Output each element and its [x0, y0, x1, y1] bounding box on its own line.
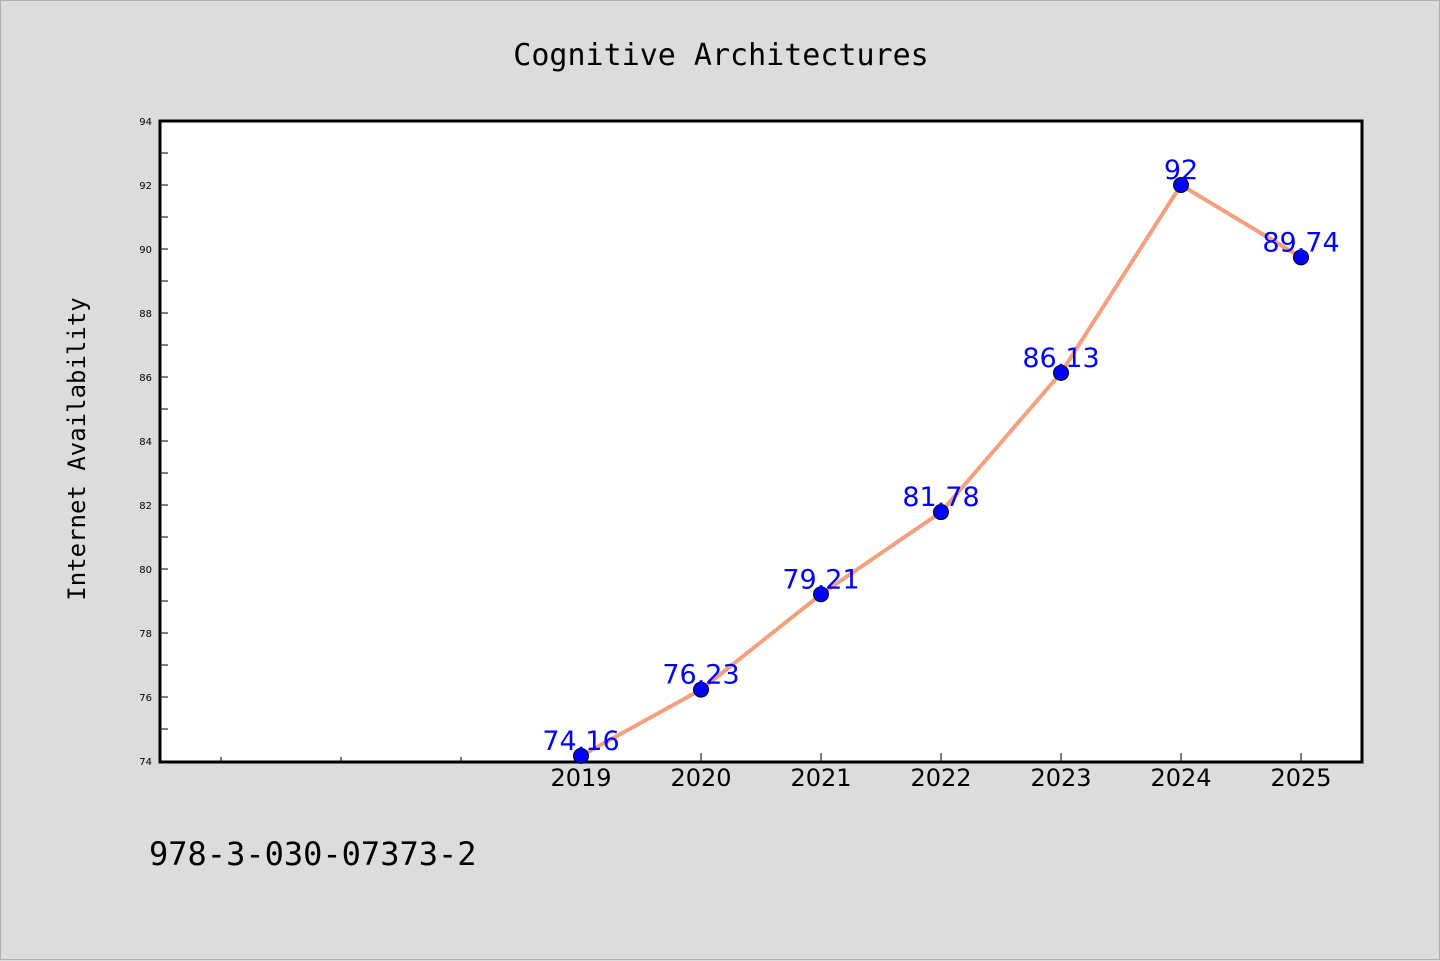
data-point-marker [1293, 249, 1309, 266]
y-tick-label: 82 [139, 501, 152, 512]
data-label: 76.23 [662, 660, 739, 691]
data-point-marker [933, 504, 949, 521]
data-point-marker [813, 586, 829, 603]
data-label: 81.78 [902, 482, 979, 513]
y-tick-label: 80 [139, 565, 152, 576]
data-point-marker [693, 681, 709, 698]
x-tick-label: 2022 [910, 764, 971, 792]
data-label: 92 [1164, 155, 1198, 186]
y-tick-label: 88 [139, 309, 152, 320]
x-tick-label: 2020 [670, 764, 731, 792]
x-tick-label: 2025 [1270, 764, 1331, 792]
data-point-marker [1053, 364, 1069, 381]
y-tick-label: 90 [139, 245, 152, 256]
data-label: 86.13 [1022, 343, 1099, 374]
x-tick-label: 2024 [1150, 764, 1211, 792]
data-label: 74.16 [542, 726, 619, 757]
y-tick-label: 84 [139, 437, 152, 448]
y-tick-label: 74 [139, 757, 152, 768]
data-label: 79.21 [782, 564, 859, 595]
isbn-text: 978-3-030-07373-2 [149, 835, 477, 873]
y-tick-label: 86 [139, 373, 152, 384]
plot-area [158, 119, 1364, 764]
y-tick-label: 78 [139, 629, 152, 640]
x-tick-label: 2021 [790, 764, 851, 792]
data-point-marker [573, 747, 589, 764]
y-tick-label: 76 [139, 693, 152, 704]
chart-title: Cognitive Architectures [513, 38, 928, 73]
data-label: 89.74 [1262, 227, 1339, 258]
y-axis-label: Internet Availability [63, 297, 91, 600]
x-tick-label: 2023 [1030, 764, 1091, 792]
x-tick-label: 2019 [550, 764, 611, 792]
data-point-marker [1173, 177, 1189, 193]
y-axis-ticks: 74 76 78 80 82 84 86 88 90 92 94 [139, 117, 168, 768]
y-tick-label: 94 [139, 117, 152, 128]
series-layer: 74.16 76.23 79.21 81.78 86.13 92 89.74 [542, 155, 1340, 764]
x-axis-ticks: 2019 2020 2021 2022 2023 2024 2025 [220, 753, 1332, 792]
y-tick-label: 92 [139, 181, 152, 192]
